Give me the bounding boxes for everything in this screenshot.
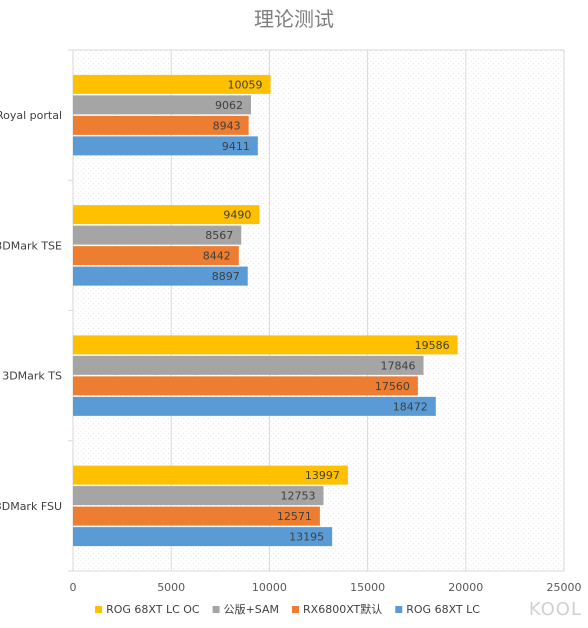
bar: [73, 465, 348, 485]
data-label: 9062: [215, 99, 243, 112]
x-tick-label: 25000: [547, 581, 582, 594]
legend-label: RX6800XT默认: [303, 603, 382, 616]
bar: [73, 396, 436, 416]
data-label: 12571: [277, 510, 312, 523]
plot-background: [367, 50, 466, 571]
legend-label: 公版+SAM: [224, 602, 279, 616]
data-label: 8442: [203, 250, 231, 263]
bar: [73, 527, 333, 547]
bar: [73, 355, 424, 375]
x-tick-label: 0: [70, 581, 77, 594]
legend-label: ROG 68XT LC OC: [106, 603, 200, 616]
data-label: 17846: [380, 359, 415, 372]
data-label: 19586: [415, 339, 450, 352]
plot-area: 1005990628943941194908567844288971958617…: [68, 49, 565, 572]
category-label: Royal portal: [0, 109, 62, 122]
bar: [73, 266, 248, 286]
bar: [73, 115, 249, 135]
x-tick-label: 10000: [252, 581, 287, 594]
legend-swatch: [292, 606, 300, 613]
legend-swatch: [95, 606, 103, 613]
data-label: 12753: [280, 490, 315, 503]
legend-swatch: [395, 606, 403, 613]
chart-title: 理论测试: [254, 7, 334, 31]
x-tick-label: 15000: [350, 581, 385, 594]
category-label: 3DMark TS: [2, 370, 62, 383]
data-label: 10059: [228, 78, 263, 91]
data-label: 9411: [222, 140, 250, 153]
data-label: 17560: [375, 380, 410, 393]
data-label: 13195: [289, 531, 324, 544]
data-label: 8897: [212, 270, 240, 283]
legend-label: ROG 68XT LC: [406, 603, 480, 616]
data-label: 13997: [305, 469, 340, 482]
bar: [73, 486, 324, 506]
bar: [73, 376, 418, 396]
category-label: 3DMark FSU: [0, 500, 62, 513]
bar: [73, 95, 251, 115]
data-label: 8567: [205, 229, 233, 242]
category-label: 3DMark TSE: [0, 239, 62, 252]
bar: [73, 246, 239, 266]
data-label: 8943: [213, 119, 241, 132]
bar: [73, 506, 320, 526]
watermark-logo: KOOL: [528, 599, 582, 620]
x-tick-label: 20000: [448, 581, 483, 594]
data-label: 9490: [223, 209, 251, 222]
bar: [73, 335, 458, 355]
bar: [73, 74, 271, 94]
bar: [73, 136, 258, 156]
data-label: 18472: [393, 400, 428, 413]
legend: ROG 68XT LC OC 公版+SAM RX6800XT默认 ROG 68XT L…: [95, 602, 480, 616]
legend-swatch: [212, 606, 220, 613]
bar: [73, 205, 260, 225]
x-tick-label: 5000: [157, 581, 185, 594]
plot-background: [465, 50, 564, 571]
bar: [73, 225, 242, 245]
